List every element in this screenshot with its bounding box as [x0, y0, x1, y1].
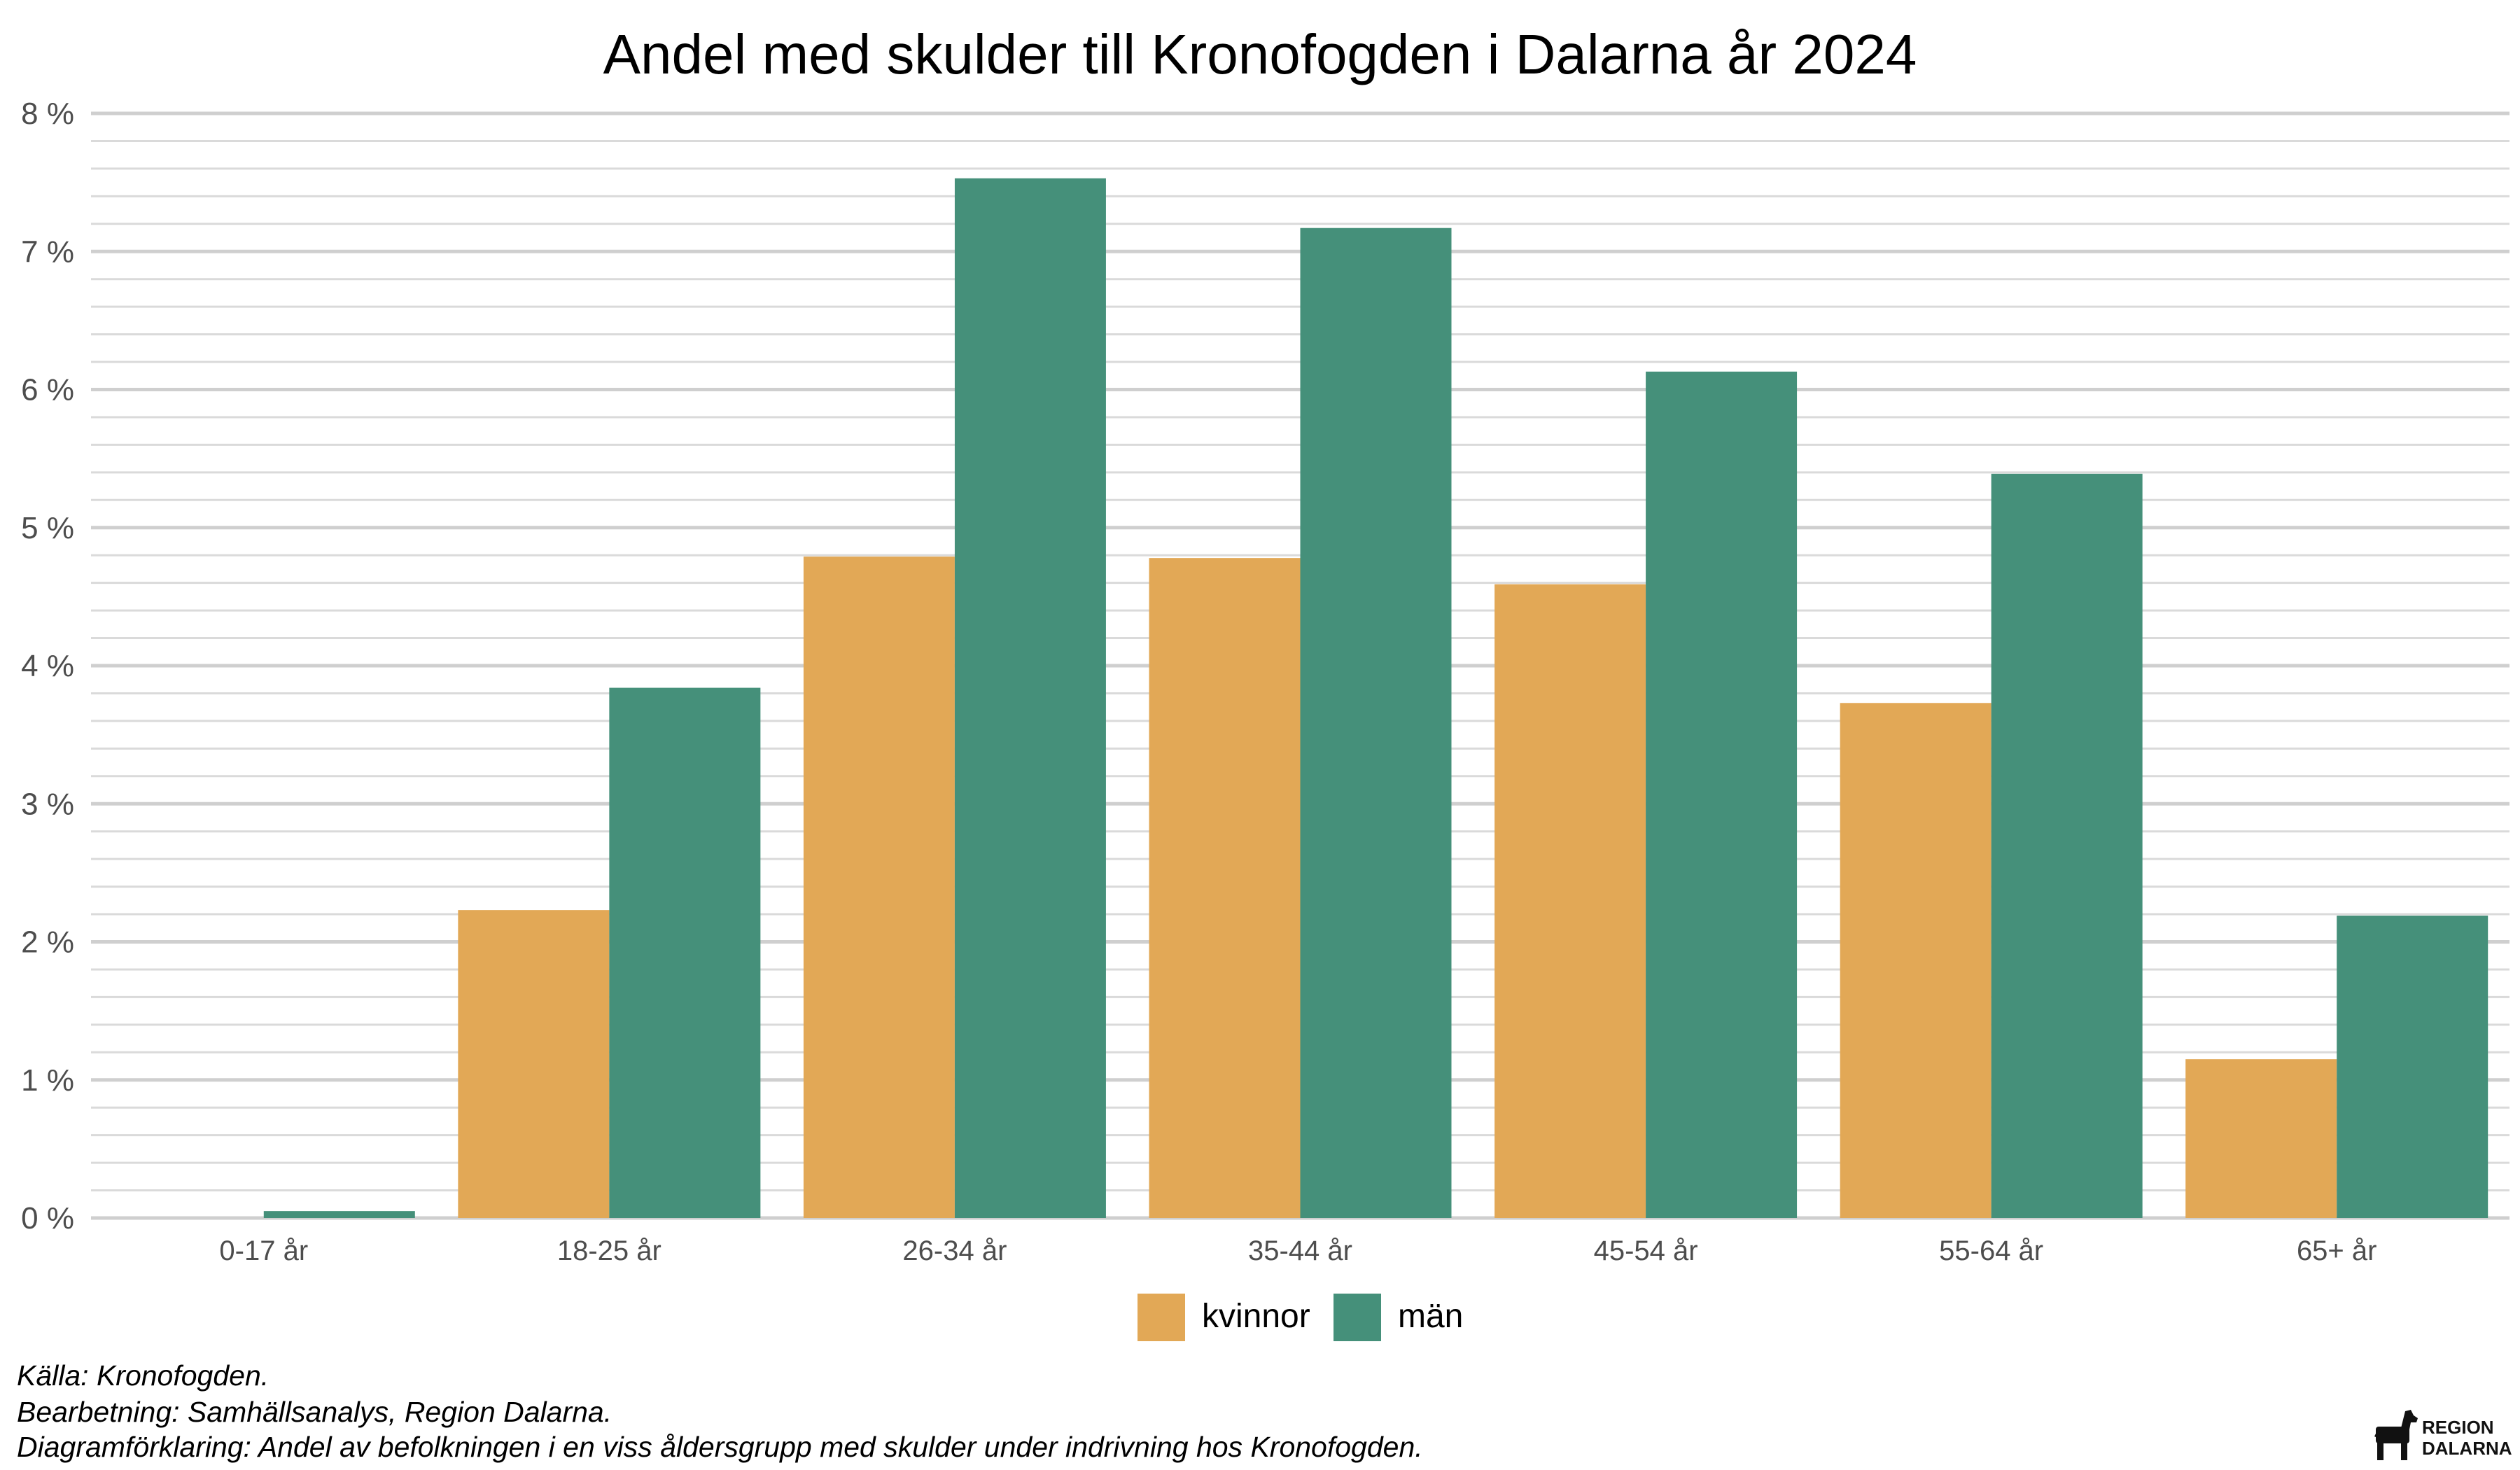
y-tick-label: 7 %: [21, 234, 74, 269]
legend-label-män: män: [1398, 1298, 1463, 1335]
legend: kvinnor män: [1138, 1294, 1463, 1341]
processing-caption: Bearbetning: Samhällsanalys, Region Dala…: [17, 1396, 612, 1428]
y-tick-label: 8 %: [21, 97, 74, 131]
bar-män-3: [1300, 227, 1452, 1218]
bar-män-0: [263, 1211, 415, 1218]
x-tick-label: 65+ år: [2297, 1236, 2377, 1266]
x-tick-label: 26-34 år: [902, 1236, 1007, 1266]
x-axis-tick-labels: 0-17 år 18-25 år 26-34 år 35-44 år 45-54 år 5…: [219, 1236, 2376, 1266]
bar-kvinnor-3: [1149, 558, 1301, 1218]
y-tick-label: 6 %: [21, 373, 74, 407]
y-tick-label: 0 %: [21, 1201, 74, 1236]
y-axis-tick-labels: 0 % 1 % 2 % 3 % 4 % 5 % 6 % 7 % 8 %: [21, 97, 74, 1236]
legend-swatch-män: [1334, 1294, 1381, 1341]
bar-män-4: [1646, 371, 1798, 1219]
bar-kvinnor-6: [2185, 1059, 2337, 1218]
y-tick-label: 3 %: [21, 787, 74, 821]
bar-män-6: [2337, 916, 2488, 1218]
x-tick-label: 18-25 år: [557, 1236, 662, 1266]
logo-text-line1: REGION: [2422, 1417, 2494, 1438]
y-tick-label: 4 %: [21, 649, 74, 683]
legend-label-kvinnor: kvinnor: [1202, 1298, 1310, 1335]
chart-title: Andel med skulder till Kronofogden i Dal…: [603, 23, 1917, 85]
bar-kvinnor-1: [458, 910, 610, 1218]
explanation-caption: Diagramförklaring: Andel av befolkningen…: [17, 1431, 1423, 1463]
x-tick-label: 0-17 år: [219, 1236, 308, 1266]
x-tick-label: 55-64 år: [1939, 1236, 2043, 1266]
bar-kvinnor-2: [803, 556, 955, 1218]
bar-kvinnor-5: [1840, 703, 1991, 1218]
bar-män-5: [1991, 473, 2143, 1218]
region-dalarna-logo: REGION DALARNA: [2374, 1410, 2512, 1460]
logo-text-line2: DALARNA: [2422, 1438, 2512, 1459]
y-tick-label: 2 %: [21, 925, 74, 960]
bar-män-2: [954, 178, 1106, 1218]
bars: [263, 178, 2488, 1219]
source-caption: Källa: Kronofogden.: [17, 1359, 270, 1392]
y-tick-label: 5 %: [21, 511, 74, 545]
x-tick-label: 35-44 år: [1248, 1236, 1352, 1266]
bar-kvinnor-4: [1494, 584, 1646, 1218]
legend-swatch-kvinnor: [1138, 1294, 1185, 1341]
x-tick-label: 45-54 år: [1594, 1236, 1698, 1266]
y-tick-label: 1 %: [21, 1063, 74, 1098]
dala-horse-icon: [2374, 1410, 2418, 1460]
bar-män-1: [609, 687, 761, 1218]
